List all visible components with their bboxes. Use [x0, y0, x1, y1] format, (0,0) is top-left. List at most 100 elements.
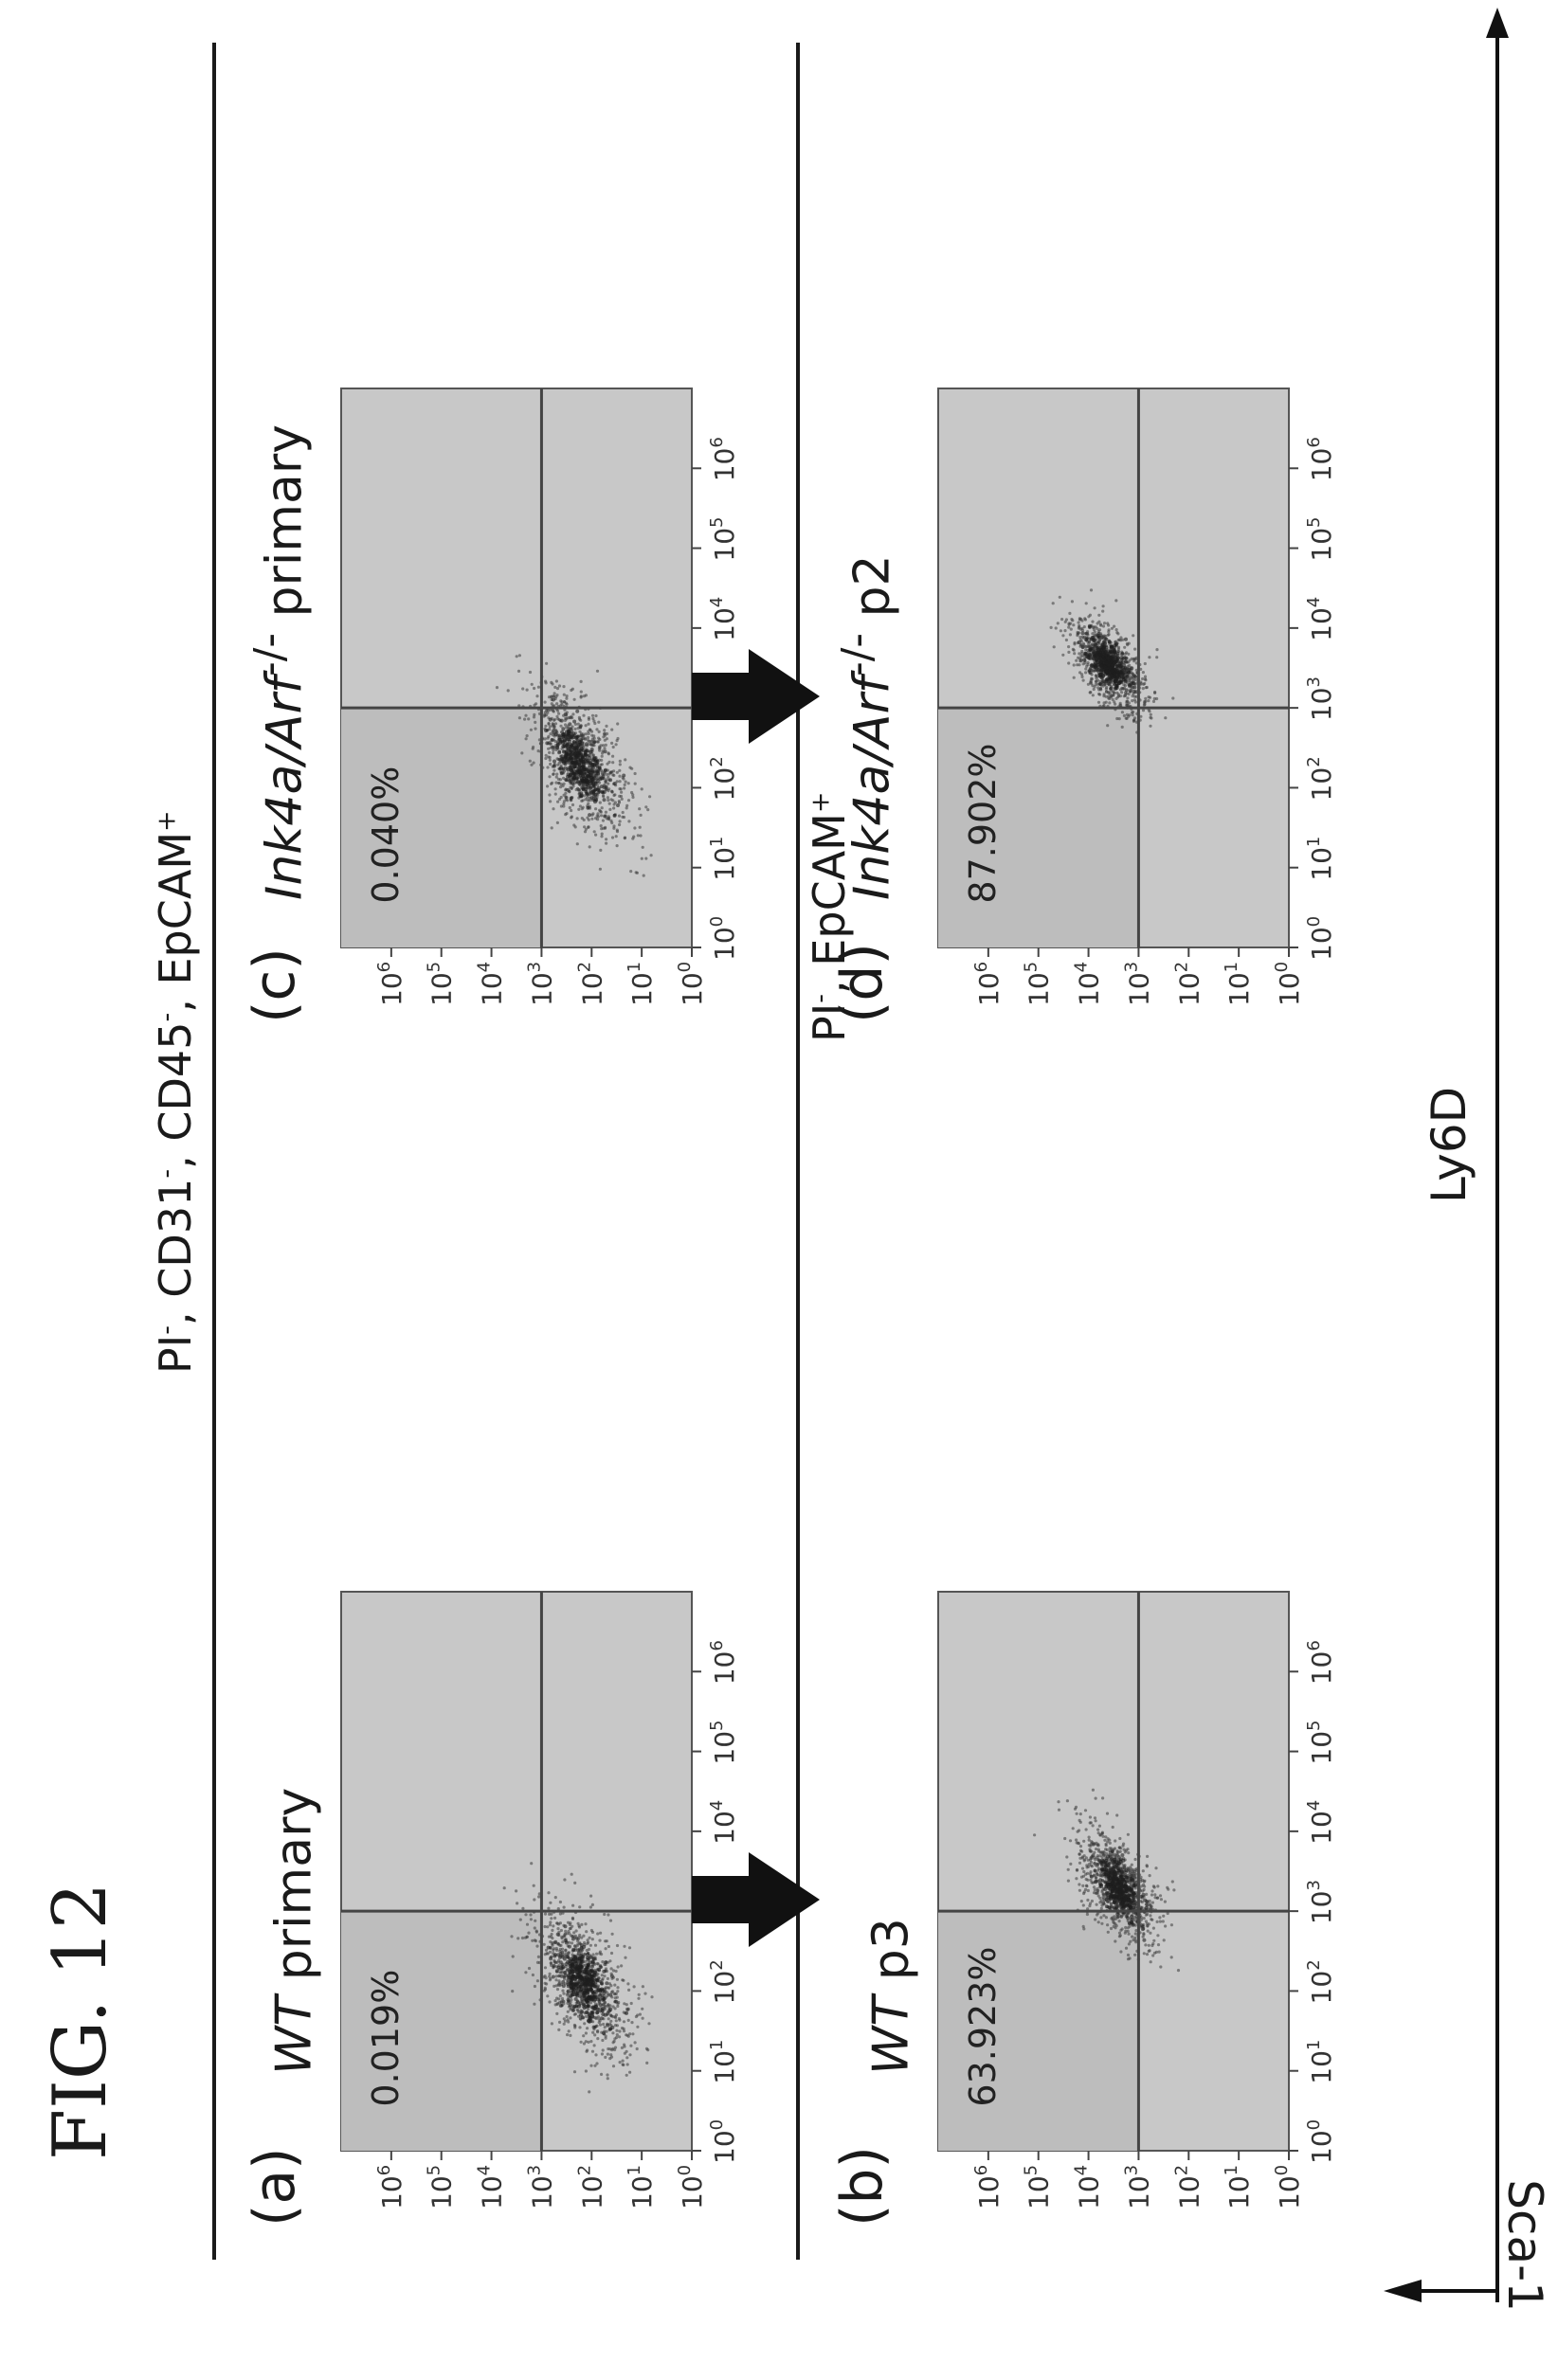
- event-dot: [1131, 1935, 1134, 1938]
- event-dot-dense: [587, 1996, 591, 2000]
- event-dot-dense: [578, 2001, 583, 2006]
- gate-sup: -: [152, 1168, 182, 1179]
- event-dot: [1149, 715, 1152, 719]
- event-dot: [600, 763, 604, 766]
- event-dot-dense: [569, 1966, 573, 1971]
- event-dot-dense: [558, 1960, 563, 1965]
- event-dot: [1106, 1930, 1110, 1934]
- event-dot: [601, 819, 605, 822]
- event-dot-dense: [566, 737, 571, 742]
- y-tick-label: 100: [1272, 2165, 1305, 2209]
- event-dot-dense: [1106, 1896, 1111, 1900]
- event-dot: [1142, 1880, 1146, 1884]
- event-dot: [633, 826, 637, 830]
- event-dot: [1146, 1854, 1150, 1858]
- event-dot: [1115, 1851, 1119, 1855]
- event-dot: [1149, 724, 1152, 728]
- event-dot: [599, 848, 603, 852]
- event-dot: [600, 2052, 604, 2056]
- event-dot: [1094, 1876, 1098, 1880]
- event-dot: [515, 1889, 518, 1893]
- event-dot-dense: [1080, 644, 1085, 649]
- x-tick-label: 104: [1304, 1800, 1337, 1845]
- event-dot: [645, 2061, 649, 2064]
- event-dot-dense: [584, 2010, 589, 2014]
- x-tick-label: 101: [1304, 2040, 1337, 2084]
- event-dot: [589, 739, 592, 743]
- event-dot: [528, 759, 532, 763]
- event-dot: [1101, 609, 1105, 613]
- event-dot: [590, 1930, 595, 1934]
- event-dot: [548, 1923, 553, 1927]
- event-dot: [533, 1938, 536, 1942]
- y-tick-label: 100: [675, 962, 708, 1006]
- event-dot-dense: [1109, 1892, 1114, 1897]
- event-dot: [594, 2053, 598, 2057]
- event-dot: [1084, 671, 1088, 675]
- event-dot: [618, 768, 622, 772]
- event-dot: [608, 807, 612, 811]
- event-dot: [1089, 1821, 1093, 1825]
- event-dot: [1069, 627, 1073, 631]
- event-dot: [1114, 599, 1118, 603]
- event-dot: [1096, 1888, 1100, 1892]
- event-dot: [629, 870, 633, 874]
- event-dot-dense: [553, 759, 556, 764]
- event-dot: [570, 714, 573, 718]
- event-dot: [1101, 1834, 1105, 1838]
- event-dot: [616, 1965, 620, 1969]
- event-dot: [569, 785, 572, 789]
- event-dot: [1139, 1918, 1144, 1921]
- event-dot: [1144, 678, 1148, 682]
- event-dot-dense: [593, 787, 598, 792]
- event-dot: [1093, 1816, 1097, 1820]
- event-dot-dense: [595, 764, 600, 768]
- event-dot-dense: [544, 729, 549, 733]
- event-dot: [1089, 588, 1094, 592]
- event-dot: [1063, 620, 1067, 623]
- event-dot-dense: [561, 734, 566, 739]
- event-dot: [1065, 1855, 1069, 1859]
- event-dot-dense: [589, 1955, 593, 1959]
- event-dot: [560, 1935, 564, 1938]
- event-dot: [569, 2006, 573, 2010]
- event-dot: [561, 1989, 565, 1992]
- event-dot: [586, 735, 590, 739]
- event-dot-dense: [589, 778, 594, 783]
- event-dot: [610, 728, 614, 731]
- event-dot-dense: [577, 770, 582, 775]
- event-dot: [1080, 1866, 1085, 1870]
- y-tick-label: 101: [1222, 2165, 1255, 2209]
- gate-text: , EpCAM: [150, 831, 201, 1013]
- event-dot: [607, 799, 610, 802]
- event-dot: [606, 2073, 609, 2077]
- event-dot-dense: [594, 1977, 599, 1982]
- event-dot: [598, 748, 602, 752]
- event-dot: [638, 825, 642, 829]
- event-dot: [602, 732, 607, 736]
- event-dot: [637, 1992, 641, 1996]
- event-dot-dense: [588, 813, 592, 818]
- event-dot: [639, 834, 643, 838]
- event-dot: [1127, 1932, 1131, 1936]
- event-dot: [603, 826, 607, 830]
- event-dot-dense: [549, 1956, 553, 1961]
- x-tick-label: 102: [707, 1959, 740, 2004]
- event-dot: [576, 722, 580, 726]
- event-dot-dense: [573, 761, 578, 766]
- event-dot: [1094, 1796, 1097, 1800]
- event-dot: [1152, 1951, 1157, 1955]
- event-dot-dense: [568, 1981, 572, 1986]
- x-tick-label: 106: [707, 437, 740, 481]
- event-dot: [629, 2001, 633, 2006]
- event-dot: [609, 1984, 613, 1988]
- event-dot: [550, 1917, 553, 1920]
- event-dot: [578, 1905, 582, 1909]
- event-dot: [598, 1938, 602, 1942]
- x-tick-label: 100: [707, 916, 740, 961]
- event-dot: [553, 1896, 557, 1900]
- event-dot-dense: [566, 1989, 571, 1993]
- tick-exponent: 0: [675, 2165, 695, 2175]
- event-dot: [1086, 663, 1090, 667]
- x-tick-label: 101: [707, 837, 740, 881]
